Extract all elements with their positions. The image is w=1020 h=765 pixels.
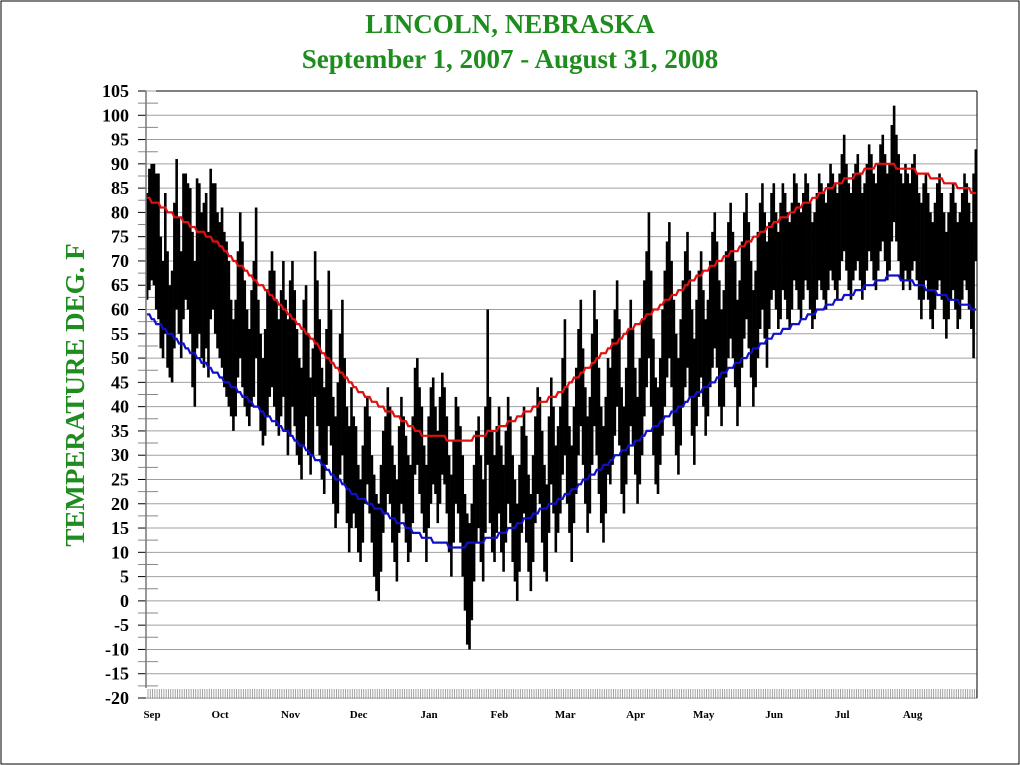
y-tick-label: 35 <box>111 421 129 441</box>
axes <box>145 90 978 698</box>
y-tick-label: 80 <box>111 202 129 222</box>
chart-subtitle: September 1, 2007 - August 31, 2008 <box>302 44 719 74</box>
month-label: Sep <box>143 709 160 721</box>
chart-title: LINCOLN, NEBRASKA <box>365 9 655 39</box>
month-label: Jan <box>420 709 437 721</box>
month-label: Feb <box>491 709 509 721</box>
y-tick-label: 0 <box>120 591 129 611</box>
y-tick-label: 55 <box>111 324 129 344</box>
y-tick-label: -5 <box>114 615 129 635</box>
y-tick-label: 70 <box>111 251 129 271</box>
daily-range-bars <box>145 105 978 650</box>
month-label: Aug <box>903 709 923 721</box>
y-tick-label: 65 <box>111 275 129 295</box>
y-tick-label: 90 <box>111 154 129 174</box>
normal-low-line <box>147 274 976 549</box>
y-tick-label: 50 <box>111 348 129 368</box>
month-label: Mar <box>555 709 576 721</box>
month-label: May <box>693 709 715 721</box>
normal-high-line <box>147 162 976 442</box>
month-label: Jun <box>765 709 783 721</box>
y-axis-label: TEMPERATURE DEG. F <box>60 243 90 546</box>
y-tick-label: 15 <box>111 518 129 538</box>
month-label: Jul <box>835 709 850 721</box>
y-tick-label: 5 <box>120 567 129 587</box>
y-tick-label: -10 <box>105 639 129 659</box>
y-tick-label: 30 <box>111 445 129 465</box>
y-tick-label: 75 <box>111 227 129 247</box>
y-tick-label: -20 <box>105 688 129 708</box>
y-tick-label: 25 <box>111 469 129 489</box>
y-tick-label: 20 <box>111 494 129 514</box>
y-tick-label: 85 <box>111 178 129 198</box>
y-tick-label: 100 <box>102 105 129 125</box>
month-label: Nov <box>281 709 300 721</box>
month-label: Dec <box>350 709 368 721</box>
y-tick-label: 95 <box>111 130 129 150</box>
y-tick-label: 10 <box>111 542 129 562</box>
y-tick-label: 105 <box>102 81 129 101</box>
y-axis-ticks: -20 -15 -10 -5 0 5 10 15 20 25 30 35 40 45 50 55 60 65 70 7… <box>102 81 158 708</box>
y-tick-label: -15 <box>105 664 129 684</box>
y-tick-label: 45 <box>111 372 129 392</box>
y-tick-label: 60 <box>111 300 129 320</box>
month-label: Apr <box>626 709 645 721</box>
y-tick-label: 40 <box>111 397 129 417</box>
normal-lines <box>147 162 976 549</box>
month-label: Oct <box>212 709 229 721</box>
x-axis-ticks: Sep Oct Nov Dec Jan Feb Mar Apr May Jun Jul Aug <box>143 689 978 721</box>
